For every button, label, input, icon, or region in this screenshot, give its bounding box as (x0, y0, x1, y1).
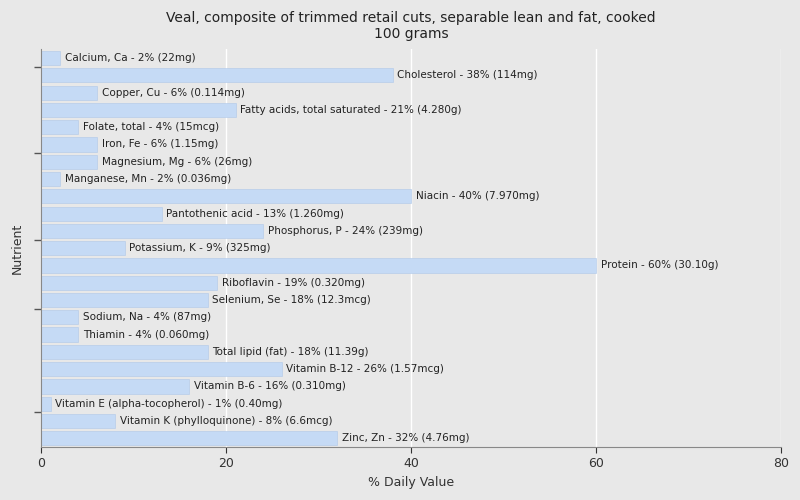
Bar (42, 172, 60, 186)
Text: Copper, Cu - 6% (0.114mg): Copper, Cu - 6% (0.114mg) (102, 88, 245, 98)
Bar (42, 68, 393, 82)
Bar (42, 345, 208, 359)
Text: Zinc, Zn - 32% (4.76mg): Zinc, Zn - 32% (4.76mg) (342, 434, 470, 444)
Bar (42, 51, 60, 65)
Text: Calcium, Ca - 2% (22mg): Calcium, Ca - 2% (22mg) (65, 53, 195, 63)
Bar (42, 206, 162, 220)
Text: Fatty acids, total saturated - 21% (4.280g): Fatty acids, total saturated - 21% (4.28… (240, 105, 462, 115)
Bar (42, 380, 190, 394)
Bar (42, 224, 263, 238)
Bar (42, 328, 78, 342)
Text: Vitamin K (phylloquinone) - 8% (6.6mcg): Vitamin K (phylloquinone) - 8% (6.6mcg) (120, 416, 333, 426)
Bar (42, 241, 125, 256)
Text: Magnesium, Mg - 6% (26mg): Magnesium, Mg - 6% (26mg) (102, 157, 252, 167)
Text: Thiamin - 4% (0.060mg): Thiamin - 4% (0.060mg) (83, 330, 210, 340)
Y-axis label: Nutrient: Nutrient (11, 222, 24, 274)
Bar (42, 154, 97, 169)
Bar (42, 362, 282, 376)
Bar (42, 103, 235, 117)
Text: Protein - 60% (30.10g): Protein - 60% (30.10g) (601, 260, 718, 270)
Bar (42, 189, 411, 204)
Bar (42, 120, 78, 134)
Text: Potassium, K - 9% (325mg): Potassium, K - 9% (325mg) (130, 243, 270, 253)
Text: Riboflavin - 19% (0.320mg): Riboflavin - 19% (0.320mg) (222, 278, 365, 287)
Text: Manganese, Mn - 2% (0.036mg): Manganese, Mn - 2% (0.036mg) (65, 174, 231, 184)
Text: Total lipid (fat) - 18% (11.39g): Total lipid (fat) - 18% (11.39g) (213, 347, 369, 357)
Text: Iron, Fe - 6% (1.15mg): Iron, Fe - 6% (1.15mg) (102, 140, 218, 149)
Text: Vitamin B-6 - 16% (0.310mg): Vitamin B-6 - 16% (0.310mg) (194, 382, 346, 392)
Title: Veal, composite of trimmed retail cuts, separable lean and fat, cooked
100 grams: Veal, composite of trimmed retail cuts, … (166, 11, 656, 42)
Bar (42, 276, 217, 290)
Bar (42, 293, 208, 307)
X-axis label: % Daily Value: % Daily Value (368, 476, 454, 489)
Text: Cholesterol - 38% (114mg): Cholesterol - 38% (114mg) (398, 70, 538, 81)
Bar (42, 431, 338, 446)
Text: Niacin - 40% (7.970mg): Niacin - 40% (7.970mg) (416, 192, 539, 202)
Text: Folate, total - 4% (15mcg): Folate, total - 4% (15mcg) (83, 122, 219, 132)
Bar (42, 138, 97, 151)
Bar (42, 414, 115, 428)
Text: Selenium, Se - 18% (12.3mcg): Selenium, Se - 18% (12.3mcg) (213, 295, 371, 305)
Bar (42, 258, 596, 272)
Text: Vitamin B-12 - 26% (1.57mcg): Vitamin B-12 - 26% (1.57mcg) (286, 364, 444, 374)
Text: Sodium, Na - 4% (87mg): Sodium, Na - 4% (87mg) (83, 312, 211, 322)
Text: Pantothenic acid - 13% (1.260mg): Pantothenic acid - 13% (1.260mg) (166, 208, 344, 218)
Bar (42, 396, 50, 411)
Text: Phosphorus, P - 24% (239mg): Phosphorus, P - 24% (239mg) (268, 226, 423, 236)
Text: Vitamin E (alpha-tocopherol) - 1% (0.40mg): Vitamin E (alpha-tocopherol) - 1% (0.40m… (55, 398, 282, 408)
Bar (42, 86, 97, 100)
Bar (42, 310, 78, 324)
